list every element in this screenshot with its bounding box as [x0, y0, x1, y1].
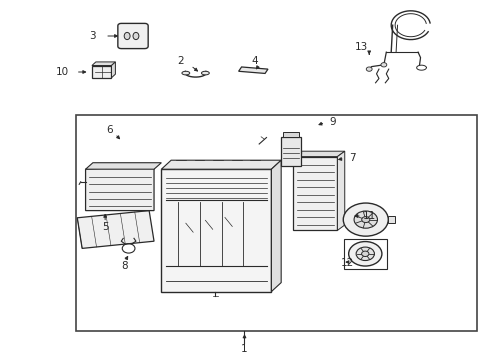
Polygon shape [85, 163, 161, 169]
Polygon shape [337, 151, 344, 230]
Circle shape [366, 67, 371, 71]
Polygon shape [293, 151, 344, 157]
Circle shape [361, 251, 368, 256]
Text: 11: 11 [362, 211, 375, 221]
Text: 2: 2 [177, 56, 184, 66]
Text: 13: 13 [354, 42, 368, 52]
Text: 9: 9 [328, 117, 335, 127]
Polygon shape [271, 160, 281, 292]
Ellipse shape [182, 71, 189, 75]
Polygon shape [92, 62, 115, 66]
Circle shape [353, 211, 377, 228]
Ellipse shape [124, 32, 130, 40]
Bar [387, 216, 394, 223]
Text: 5: 5 [102, 222, 108, 232]
Polygon shape [111, 62, 115, 78]
Text: 12: 12 [340, 258, 353, 268]
Ellipse shape [133, 32, 139, 40]
Circle shape [361, 217, 369, 222]
Text: 8: 8 [121, 261, 128, 271]
Text: 6: 6 [106, 125, 113, 135]
Text: 4: 4 [250, 56, 257, 66]
Text: 3: 3 [88, 31, 95, 41]
Circle shape [355, 247, 374, 261]
Polygon shape [161, 160, 281, 169]
Circle shape [343, 203, 387, 236]
Text: 10: 10 [55, 67, 68, 77]
Polygon shape [92, 66, 111, 78]
Text: 7: 7 [348, 153, 355, 163]
Text: 1: 1 [241, 344, 247, 354]
Polygon shape [85, 166, 154, 211]
Bar [343, 239, 386, 269]
Circle shape [380, 63, 386, 67]
Polygon shape [238, 67, 267, 73]
Bar [76, 115, 476, 331]
Polygon shape [77, 211, 154, 248]
FancyBboxPatch shape [118, 23, 148, 49]
Bar [281, 137, 300, 166]
Circle shape [348, 242, 381, 266]
Polygon shape [293, 157, 337, 230]
Bar [282, 132, 299, 137]
Ellipse shape [201, 71, 209, 75]
Polygon shape [161, 169, 271, 292]
